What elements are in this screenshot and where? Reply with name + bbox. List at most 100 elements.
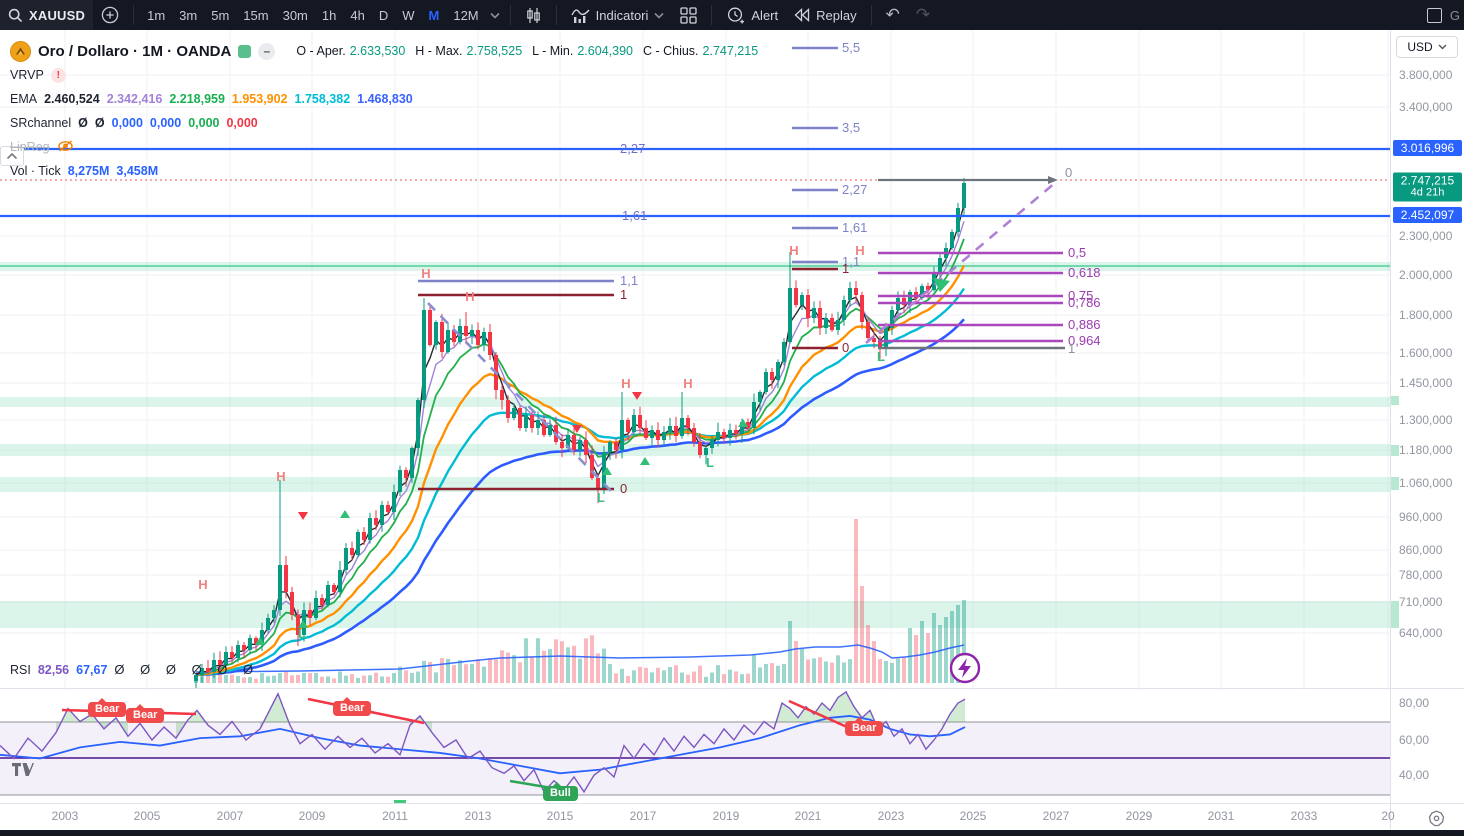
symbol-legend-row[interactable]: Oro / Dollaro · 1M · OANDA – O - Aper. 2.…: [10, 40, 764, 62]
indicator-row-voltick[interactable]: Vol · Tick 8,275M 3,458M: [10, 162, 764, 180]
chart-style-button[interactable]: [517, 0, 550, 30]
timeframe-1m[interactable]: 1m: [147, 7, 166, 23]
timeframe-menu-button[interactable]: [486, 0, 504, 30]
bear-badge[interactable]: Bear: [88, 698, 127, 717]
timeframe-30m[interactable]: 30m: [282, 7, 308, 23]
axis-zone-highlight: [1391, 477, 1399, 490]
indicator-value: Ø: [78, 116, 88, 130]
legend-collapse-button[interactable]: –: [258, 42, 276, 60]
currency-select[interactable]: USD: [1396, 36, 1458, 58]
rsi-pane-canvas[interactable]: [0, 690, 1390, 803]
pane-separator[interactable]: [0, 688, 1464, 689]
fullscreen-icon[interactable]: [1426, 7, 1442, 23]
currency-label: USD: [1407, 40, 1433, 54]
replay-button[interactable]: Replay: [786, 0, 864, 30]
chevron-down-icon: [654, 12, 664, 19]
indicator-name: SRchannel: [10, 116, 72, 130]
rsi-legend-row[interactable]: RSI 82,56 67,67 Ø Ø Ø Ø Ø Ø: [10, 662, 259, 677]
ohlc-value: 2.604,390: [577, 44, 633, 58]
symbol-search-button[interactable]: XAUUSD: [0, 0, 94, 30]
indicator-value: 0,000: [149, 116, 182, 130]
bottom-toolbar-strip: [0, 830, 1464, 836]
timeframe-5m[interactable]: 5m: [211, 7, 230, 23]
indicator-row-srchannel[interactable]: SRchannel Ø Ø 0,000 0,000 0,000 0,000: [10, 114, 764, 132]
price-axis[interactable]: USD 3.800,000 3.400,000 2.300,000 2.000,000…: [1390, 30, 1464, 830]
timeframe-W[interactable]: W: [402, 7, 415, 23]
time-tick-label: 2009: [298, 809, 326, 823]
time-tick-label: 2027: [1042, 809, 1070, 823]
alert-clock-icon: [728, 7, 745, 23]
toolbar-separator: [711, 5, 713, 25]
price-tick-label: 1.180,000: [1399, 443, 1453, 457]
time-tick-label: 2029: [1125, 809, 1153, 823]
gold-coin-icon: [10, 40, 31, 62]
bear-badge[interactable]: Bear: [333, 697, 372, 716]
price-tick-label: 2.000,000: [1399, 268, 1453, 282]
svg-text:H: H: [683, 376, 692, 391]
ohlc-value: 2.758,525: [466, 44, 523, 58]
price-tick-label: 2.300,000: [1399, 229, 1453, 243]
indicator-value: Ø: [94, 116, 105, 130]
candlestick-icon: [526, 7, 540, 23]
timeframe-1h[interactable]: 1h: [321, 7, 337, 23]
indicator-row-vrvp[interactable]: VRVP!: [10, 66, 764, 84]
rsi-empty-values: Ø Ø Ø Ø Ø Ø: [114, 662, 260, 677]
indicators-icon: [571, 8, 590, 23]
layout-grid-button[interactable]: [672, 0, 705, 30]
timeframe-3m[interactable]: 3m: [179, 7, 198, 23]
indicator-value: 1.758,382: [294, 92, 351, 106]
timeframe-12M[interactable]: 12M: [453, 7, 479, 23]
indicators-button[interactable]: Indicatori: [563, 0, 673, 30]
ohlc-label: C - Chius.: [642, 44, 699, 58]
svg-text:0,75: 0,75: [1068, 288, 1093, 303]
time-tick-label: 2013: [464, 809, 492, 823]
eye-hidden-icon[interactable]: [57, 139, 74, 156]
svg-text:2,27: 2,27: [620, 141, 645, 156]
price-tick-label: 1.450,000: [1399, 376, 1453, 390]
time-axis[interactable]: 2003 2005 2007 2009 2011 2013 2015 2017 2019 2021…: [0, 800, 1395, 830]
ohlc-value: 2.747,215: [702, 44, 759, 58]
toolbar-separator: [133, 5, 135, 25]
timeframe-D[interactable]: D: [378, 7, 389, 23]
bear-badge[interactable]: Bear: [845, 717, 884, 736]
chevron-up-icon: [6, 152, 18, 160]
time-tick-label: 2025: [959, 809, 987, 823]
plus-circle-icon: [101, 6, 119, 24]
timeframe-15m[interactable]: 15m: [243, 7, 269, 23]
indicator-value: 2.218,959: [169, 92, 225, 106]
chart-area[interactable]: 2,27 1,61 1,1 1 0 5,5 3,5 2,27 1,61 1,1 1 0 0,5 0,618…: [0, 30, 1390, 803]
redo-button[interactable]: ↷: [915, 5, 931, 24]
bull-badge[interactable]: Bull: [543, 782, 578, 801]
pane-collapse-button[interactable]: [0, 146, 24, 166]
svg-text:0,786: 0,786: [1068, 295, 1101, 310]
bear-badge[interactable]: Bear: [126, 704, 165, 723]
timeframe-4h[interactable]: 4h: [350, 7, 365, 23]
svg-text:1,61: 1,61: [622, 208, 647, 223]
indicator-value: 0,000: [226, 116, 258, 130]
market-status-icon: [238, 44, 252, 58]
timezone-settings-icon[interactable]: [1428, 810, 1445, 827]
indicator-rows: VRVP! EMA 2.460,524 2.342,416 2.218,959 1.953…: [10, 66, 764, 180]
indicator-name: VRVP: [10, 68, 44, 82]
svg-text:0,886: 0,886: [1068, 317, 1101, 332]
indicator-row-linreg[interactable]: LinReg: [10, 138, 764, 156]
alert-button[interactable]: Alert: [718, 0, 786, 30]
svg-text:H: H: [421, 266, 430, 281]
ema-line-4: [195, 264, 966, 677]
svg-text:H: H: [465, 289, 474, 304]
price-tick-label: 1.060,000: [1399, 476, 1453, 490]
warning-icon[interactable]: !: [50, 67, 66, 83]
timeframe-list: 1m 3m 5m 15m 30m 1h 4h D W M 12M: [140, 0, 486, 30]
axis-separator: [0, 803, 1464, 804]
undo-button[interactable]: ↶: [885, 5, 900, 24]
timeframe-M[interactable]: M: [428, 7, 440, 23]
price-badge-value: 2.452,097: [1400, 208, 1455, 222]
top-toolbar: XAUUSD 1m 3m 5m 15m 30m 1h 4h D W M 12M Indicatori…: [0, 0, 1464, 30]
session-marker: [394, 800, 406, 803]
indicator-row-ema[interactable]: EMA 2.460,524 2.342,416 2.218,959 1.953,902 1…: [10, 90, 764, 108]
toolbar-separator: [509, 5, 511, 25]
indicators-label: Indicatori: [595, 7, 649, 23]
compare-add-button[interactable]: [93, 0, 127, 30]
main-chart-canvas[interactable]: 2,271,611,1105,53,52,271,611,1100,50,618…: [0, 30, 1390, 690]
